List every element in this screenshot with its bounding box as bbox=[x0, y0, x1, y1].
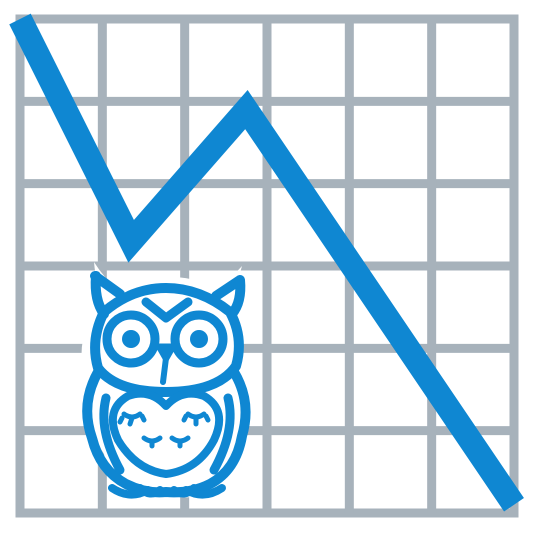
owl-right-wing bbox=[209, 393, 235, 475]
owl-left-foot bbox=[108, 484, 164, 499]
owl-right-foot bbox=[170, 484, 226, 499]
owl-left-pupil bbox=[122, 330, 140, 348]
owl-brow bbox=[141, 297, 193, 323]
owl-feathers-center bbox=[141, 435, 191, 449]
owl-right-pupil bbox=[190, 330, 208, 348]
owl-feathers-right bbox=[181, 411, 211, 427]
owl-left-wing bbox=[99, 393, 125, 475]
owl-right-eye bbox=[170, 310, 228, 368]
owl-beak bbox=[155, 343, 177, 363]
owl-left-eye bbox=[102, 310, 160, 368]
owl-feathers-left bbox=[117, 411, 147, 427]
owl-icon bbox=[81, 262, 251, 499]
owl-chest bbox=[108, 389, 224, 478]
declining-trend-line bbox=[9, 13, 524, 512]
owl-beak-tip bbox=[160, 355, 169, 385]
owl-body bbox=[82, 367, 251, 498]
